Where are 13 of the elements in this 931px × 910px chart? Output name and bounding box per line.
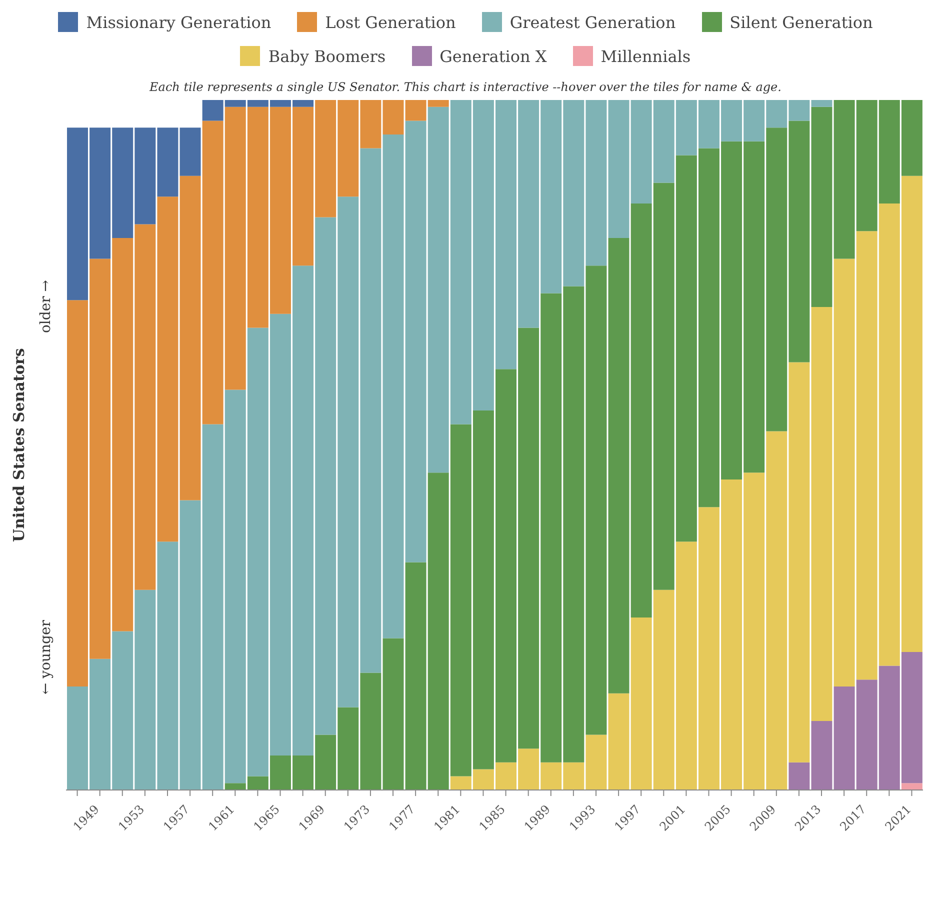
legend-label: Baby Boomers xyxy=(268,46,386,66)
legend-label: Millennials xyxy=(600,46,691,66)
legend-label: Lost Generation xyxy=(325,12,456,32)
text: ← younger xyxy=(38,620,54,694)
bar xyxy=(901,783,922,790)
text: older → xyxy=(38,280,54,334)
legend-label: Missionary Generation xyxy=(86,12,272,32)
y-axis-title: United States Senators xyxy=(10,347,28,544)
chart-subtitle: Each tile represents a single US Senator. This chart is interactive --hover over the tiles for name & age. xyxy=(148,80,782,94)
legend-label: Greatest Generation xyxy=(510,12,676,32)
legend-label: Generation X xyxy=(440,46,547,66)
legend-label: Silent Generation xyxy=(730,12,873,32)
bar xyxy=(180,128,201,176)
